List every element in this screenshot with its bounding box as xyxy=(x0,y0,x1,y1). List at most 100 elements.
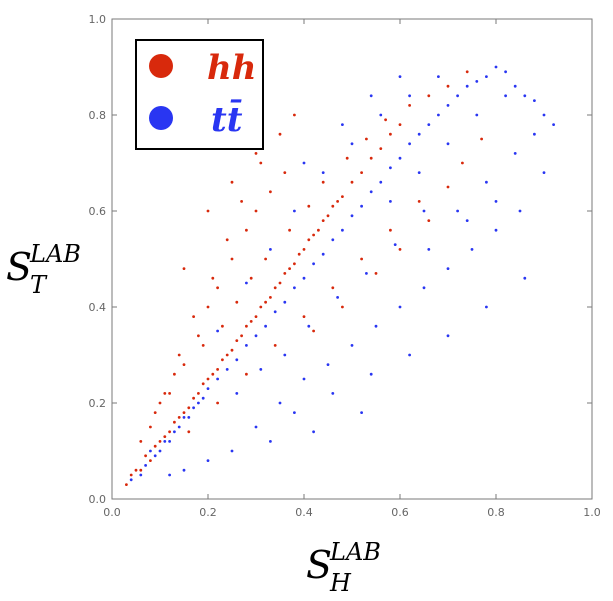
scatter-point xyxy=(254,315,258,318)
scatter-point xyxy=(254,334,258,338)
scatter-point xyxy=(485,305,488,309)
scatter-point xyxy=(461,161,464,165)
scatter-point xyxy=(149,425,152,429)
scatter-point xyxy=(422,209,426,213)
scatter-point xyxy=(369,156,373,160)
scatter-point xyxy=(201,382,205,386)
scatter-point xyxy=(273,344,277,347)
scatter-point xyxy=(182,416,186,419)
scatter-point xyxy=(379,113,383,117)
scatter-point xyxy=(341,195,344,199)
scatter-point xyxy=(360,257,363,261)
scatter-point xyxy=(437,113,440,117)
scatter-point xyxy=(177,353,181,357)
scatter-point xyxy=(398,75,402,78)
scatter-point xyxy=(201,344,205,347)
legend-marker-ttbar xyxy=(149,106,173,130)
scatter-point xyxy=(144,454,148,458)
scatter-point xyxy=(389,200,392,203)
scatter-point xyxy=(336,200,339,203)
scatter-point xyxy=(513,84,517,88)
scatter-point xyxy=(480,137,483,141)
scatter-point xyxy=(331,392,335,395)
scatter-point xyxy=(398,156,402,160)
scatter-point xyxy=(379,147,383,151)
scatter-point xyxy=(446,185,450,189)
scatter-point xyxy=(350,142,354,146)
scatter-point xyxy=(216,329,220,333)
scatter-point xyxy=(446,84,450,88)
scatter-point xyxy=(288,228,291,232)
legend-label-ttbar: tt̄ xyxy=(211,99,243,140)
scatter-point xyxy=(331,204,335,208)
scatter-point xyxy=(456,94,459,98)
scatter-point xyxy=(269,440,272,443)
scatter-point xyxy=(312,262,315,266)
scatter-point xyxy=(163,435,167,438)
scatter-point xyxy=(187,406,191,410)
scatter-point xyxy=(240,200,244,203)
scatter-point xyxy=(326,214,330,218)
scatter-point xyxy=(475,80,479,83)
scatter-point xyxy=(341,305,344,309)
scatter-point xyxy=(254,209,258,213)
scatter-point xyxy=(158,401,162,405)
scatter-point xyxy=(374,324,378,328)
scatter-point xyxy=(465,84,469,88)
legend: hh tt̄ xyxy=(135,39,264,150)
scatter-point xyxy=(283,353,287,357)
scatter-point xyxy=(542,171,546,175)
legend-marker-hh xyxy=(149,54,173,78)
scatter-point xyxy=(360,204,363,208)
scatter-point xyxy=(360,411,363,414)
scatter-point xyxy=(417,132,421,136)
scatter-point xyxy=(168,430,172,434)
scatter-point xyxy=(129,478,133,482)
scatter-point xyxy=(350,344,354,347)
scatter-point xyxy=(182,411,186,414)
y-axis-label-main: S xyxy=(6,245,32,289)
scatter-point xyxy=(293,411,296,414)
scatter-point xyxy=(153,454,157,458)
scatter-point xyxy=(350,214,354,218)
scatter-point xyxy=(293,262,296,266)
scatter-point xyxy=(331,286,335,290)
scatter-point xyxy=(350,180,354,184)
scatter-point xyxy=(389,228,392,232)
scatter-point xyxy=(365,137,368,141)
scatter-point xyxy=(139,473,143,477)
scatter-point xyxy=(211,372,215,376)
scatter-point xyxy=(408,104,411,107)
scatter-point xyxy=(336,296,339,299)
scatter-point xyxy=(221,358,224,362)
scatter-point xyxy=(446,267,450,270)
scatter-point xyxy=(312,329,315,333)
x-axis-label: S LAB H xyxy=(306,538,381,597)
y-tick-label: 0.8 xyxy=(89,109,107,122)
scatter-point xyxy=(456,209,459,213)
scatter-point xyxy=(125,483,128,486)
scatter-point xyxy=(446,104,450,107)
y-tick-label: 0.4 xyxy=(89,301,107,314)
scatter-point xyxy=(293,209,296,213)
scatter-point xyxy=(398,123,402,126)
scatter-point xyxy=(446,142,450,146)
scatter-point xyxy=(225,238,229,242)
scatter-point xyxy=(437,75,440,78)
scatter-point xyxy=(422,286,426,290)
x-tick-label: 0.0 xyxy=(103,506,121,519)
scatter-point xyxy=(369,190,373,194)
scatter-point xyxy=(369,372,373,376)
scatter-point xyxy=(408,142,411,146)
scatter-point xyxy=(552,123,555,126)
x-axis-label-main: S xyxy=(306,543,332,587)
scatter-point xyxy=(389,166,392,170)
scatter-point xyxy=(317,228,320,232)
scatter-point xyxy=(369,94,373,98)
scatter-point xyxy=(206,387,210,390)
scatter-point xyxy=(259,368,263,371)
scatter-point xyxy=(513,152,517,155)
scatter-point xyxy=(201,396,205,400)
scatter-point xyxy=(173,420,176,424)
